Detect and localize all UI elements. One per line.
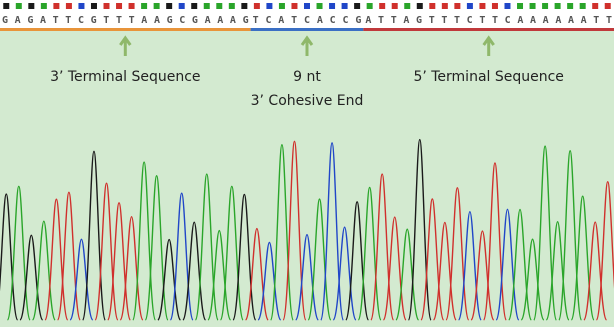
base-marker [317, 3, 323, 9]
base-marker [379, 3, 385, 9]
base-marker [404, 3, 410, 9]
base-marker [229, 3, 235, 9]
base-marker [166, 3, 172, 9]
base-marker [216, 3, 222, 9]
base-marker [266, 3, 272, 9]
base-marker [3, 3, 9, 9]
segment-underline [251, 28, 364, 31]
base-marker [605, 3, 611, 9]
base-marker [53, 3, 59, 9]
base-marker [241, 3, 247, 9]
base-marker [454, 3, 460, 9]
annotation-label: 3’ Terminal Sequence [50, 69, 200, 85]
annotation-label: 5’ Terminal Sequence [413, 69, 563, 85]
base-marker [141, 3, 147, 9]
base-marker [555, 3, 561, 9]
base-marker [104, 3, 110, 9]
base-marker [41, 3, 47, 9]
base-marker [304, 3, 310, 9]
base-marker [154, 3, 160, 9]
base-marker [517, 3, 523, 9]
base-marker [580, 3, 586, 9]
base-marker [530, 3, 536, 9]
chromatogram-view: GAGATTCGTTTAAGCGAAAGTCATCACCGATTAGTTTCTT… [0, 0, 614, 327]
base-marker [442, 3, 448, 9]
base-marker [429, 3, 435, 9]
base-marker [417, 3, 423, 9]
base-marker [479, 3, 485, 9]
base-marker [28, 3, 34, 9]
segment-underline [0, 28, 251, 31]
base-marker [592, 3, 598, 9]
base-marker [279, 3, 285, 9]
base-marker [254, 3, 260, 9]
base-marker [467, 3, 473, 9]
base-marker [116, 3, 122, 9]
segment-underline [363, 28, 614, 31]
base-marker [329, 3, 335, 9]
base-marker [204, 3, 210, 9]
base-marker [291, 3, 297, 9]
annotation-label: 9 nt [293, 69, 321, 85]
sequence-bases: TCATCACCG [253, 15, 362, 26]
base-marker [179, 3, 185, 9]
base-marker [191, 3, 197, 9]
base-marker [567, 3, 573, 9]
base-marker [392, 3, 398, 9]
annotation-label: 3’ Cohesive End [251, 93, 364, 109]
base-marker [16, 3, 22, 9]
base-marker [342, 3, 348, 9]
base-marker [542, 3, 548, 9]
base-marker [367, 3, 373, 9]
base-marker [78, 3, 84, 9]
base-marker [492, 3, 498, 9]
base-marker [66, 3, 72, 9]
base-marker [354, 3, 360, 9]
base-marker [129, 3, 135, 9]
base-marker [91, 3, 97, 9]
base-marker [504, 3, 510, 9]
